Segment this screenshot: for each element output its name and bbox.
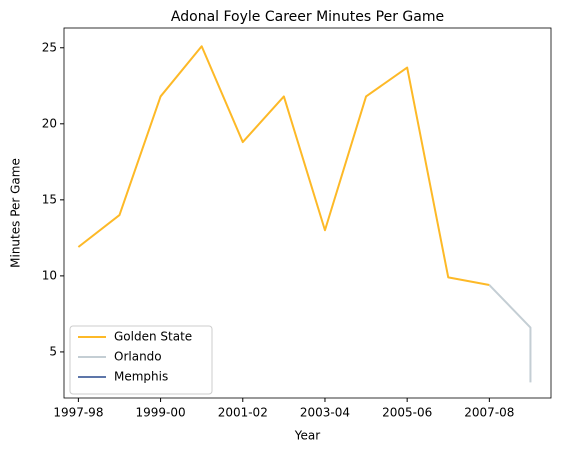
x-axis-label: Year (294, 429, 320, 443)
y-tick-label: 10 (42, 268, 57, 282)
x-tick-label: 1999-00 (136, 406, 186, 420)
y-tick-label: 5 (49, 344, 57, 358)
y-tick-label: 25 (42, 40, 57, 54)
x-tick-label: 2007-08 (464, 406, 514, 420)
legend-label: Memphis (114, 370, 168, 384)
line (488, 284, 532, 383)
x-tick-label: 2005-06 (382, 406, 432, 420)
legend-label: Golden State (114, 330, 192, 344)
y-tick-label: 20 (42, 116, 57, 130)
x-tick-label: 2001-02 (218, 406, 268, 420)
legend-label: Orlando (114, 350, 162, 364)
y-tick-label: 15 (42, 192, 57, 206)
y-axis-label: Minutes Per Game (9, 158, 23, 268)
x-tick-label: 2003-04 (300, 406, 350, 420)
chart-title: Adonal Foyle Career Minutes Per Game (171, 9, 444, 25)
line (77, 45, 490, 286)
x-tick-label: 1997-98 (53, 406, 103, 420)
plot-frame (63, 27, 552, 399)
